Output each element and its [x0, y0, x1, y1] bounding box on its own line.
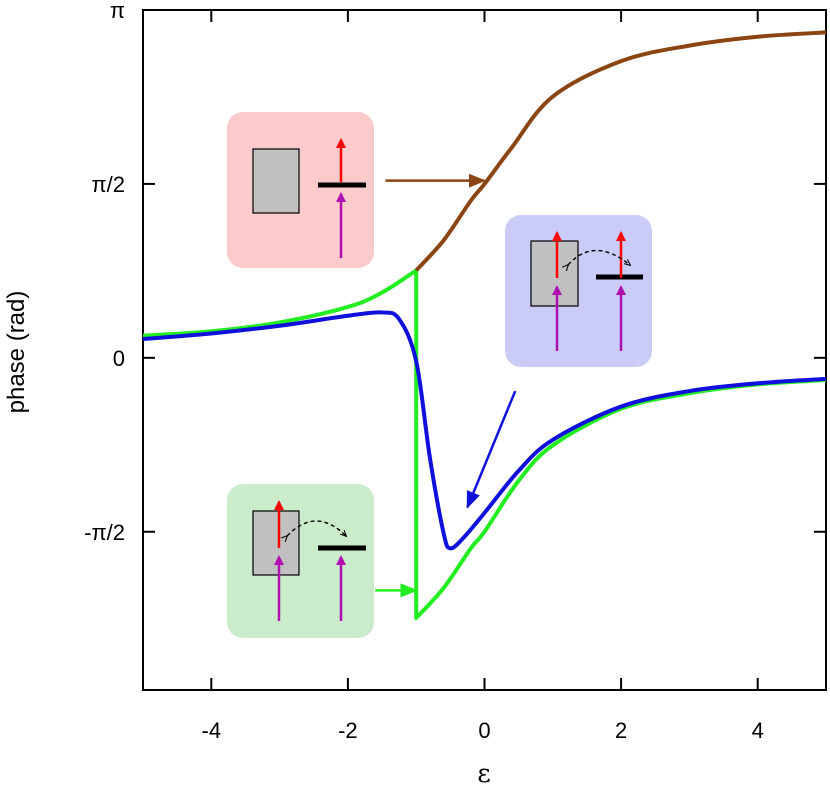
series-line — [143, 268, 826, 621]
y-tick-label: π/2 — [91, 172, 125, 197]
x-tick-label: 4 — [752, 718, 764, 743]
x-tick-label: -4 — [202, 718, 222, 743]
y-tick-label: -π/2 — [84, 520, 125, 545]
series-line — [414, 30, 826, 272]
reservoir-box — [252, 148, 300, 214]
inset-green-bg — [227, 484, 374, 638]
curves — [143, 30, 826, 621]
inset-blue — [505, 215, 652, 367]
inset-red — [227, 112, 374, 268]
x-tick-label: 2 — [615, 718, 627, 743]
x-tick-label: -2 — [338, 718, 358, 743]
reservoir-box — [252, 510, 300, 576]
series-line — [143, 310, 826, 551]
reservoir-box — [530, 240, 579, 307]
y-tick-label: 0 — [113, 346, 125, 371]
inset-red-bg — [227, 112, 374, 268]
exchange-arrow-icon — [287, 520, 346, 536]
x-tick-label: 0 — [478, 718, 490, 743]
x-axis-label: ε — [477, 759, 490, 788]
inset-green — [227, 484, 374, 638]
axis-ticks: -4 -2 0 2 4 π π/2 0 -π/2 — [84, 0, 826, 743]
y-axis-label: phase (rad) — [3, 291, 30, 414]
annotation-arrow — [466, 390, 517, 509]
y-tick-label: π — [110, 0, 125, 23]
annotation-arrows — [375, 173, 517, 598]
